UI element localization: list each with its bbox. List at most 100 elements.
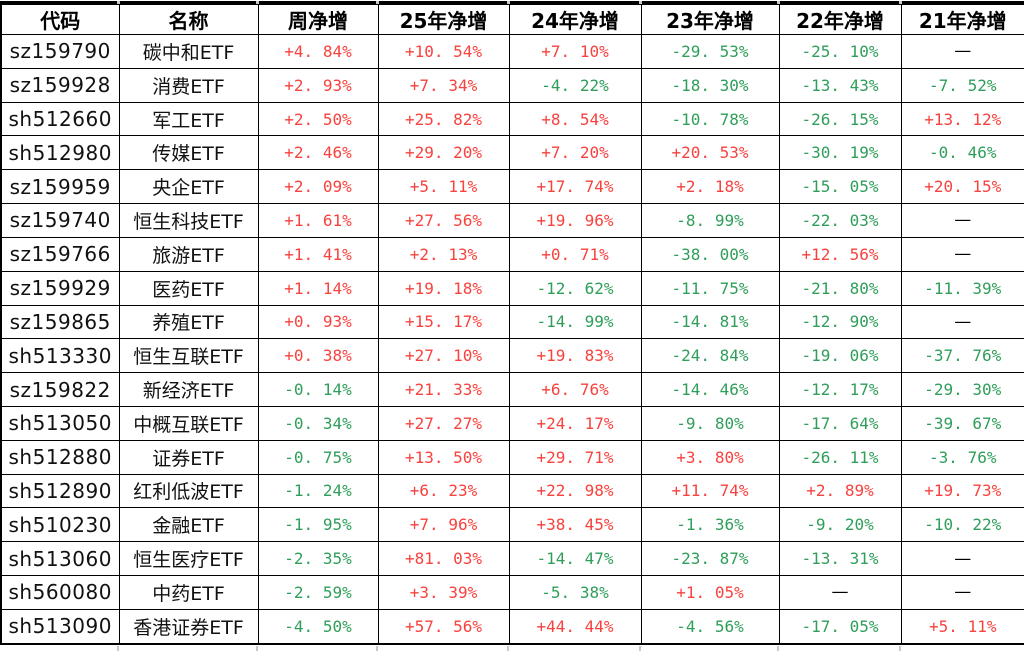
cell-value[interactable]: -13. 43% <box>778 67 902 103</box>
cell-value[interactable]: -2. 59% <box>257 575 379 610</box>
cell-value[interactable]: +10. 54% <box>377 34 510 69</box>
cell-value[interactable]: +1. 41% <box>257 236 379 272</box>
cell-name[interactable]: 证券ETF <box>118 439 259 475</box>
column-header-y23[interactable]: 23年净增 <box>640 4 780 35</box>
cell-value[interactable]: -10. 22% <box>900 507 1024 543</box>
cell-value[interactable]: +6. 23% <box>377 473 510 509</box>
cell-value[interactable]: +15. 17% <box>377 304 510 340</box>
cell-value[interactable]: +29. 71% <box>508 439 642 475</box>
cell-value[interactable]: -2. 35% <box>257 541 379 576</box>
cell-value[interactable]: +3. 80% <box>640 439 780 475</box>
cell-value[interactable]: +4. 84% <box>257 34 379 69</box>
column-header-week[interactable]: 周净增 <box>257 4 379 35</box>
cell-value[interactable]: +25. 82% <box>377 101 510 137</box>
cell-value[interactable]: +2. 93% <box>257 67 379 103</box>
cell-name[interactable]: 央企ETF <box>118 169 259 205</box>
cell-value[interactable]: -0. 14% <box>257 372 379 407</box>
cell-code[interactable]: sh512880 <box>0 439 120 475</box>
cell-value[interactable]: -25. 10% <box>778 34 902 69</box>
cell-value[interactable]: -8. 99% <box>640 203 780 238</box>
cell-value[interactable]: -17. 64% <box>778 405 902 441</box>
cell-name[interactable]: 旅游ETF <box>118 236 259 272</box>
cell-value[interactable]: -21. 80% <box>778 270 902 306</box>
cell-name[interactable]: 恒生科技ETF <box>118 203 259 238</box>
cell-code[interactable]: sh512980 <box>0 135 120 171</box>
cell-value[interactable]: -18. 30% <box>640 67 780 103</box>
cell-value[interactable]: +19. 83% <box>508 338 642 374</box>
cell-value[interactable]: — <box>900 236 1024 272</box>
cell-value[interactable]: — <box>900 304 1024 340</box>
cell-value[interactable]: -14. 47% <box>508 541 642 576</box>
cell-value[interactable]: -38. 00% <box>640 236 780 272</box>
cell-name[interactable]: 军工ETF <box>118 101 259 137</box>
cell-value[interactable]: +2. 18% <box>640 169 780 205</box>
cell-code[interactable]: sz159822 <box>0 372 120 407</box>
cell-value[interactable]: +17. 74% <box>508 169 642 205</box>
cell-value[interactable]: -39. 67% <box>900 405 1024 441</box>
cell-value[interactable]: -9. 20% <box>778 507 902 543</box>
cell-value[interactable]: +27. 56% <box>377 203 510 238</box>
cell-value[interactable]: +21. 33% <box>377 372 510 407</box>
cell-value[interactable]: -19. 06% <box>778 338 902 374</box>
cell-value[interactable]: +24. 17% <box>508 405 642 441</box>
cell-code[interactable]: sh513090 <box>0 608 120 645</box>
cell-value[interactable]: -29. 30% <box>900 372 1024 407</box>
cell-value[interactable]: -4. 50% <box>257 608 379 645</box>
cell-code[interactable]: sz159865 <box>0 304 120 340</box>
column-header-y21[interactable]: 21年净增 <box>900 4 1024 35</box>
cell-value[interactable]: +27. 27% <box>377 405 510 441</box>
cell-name[interactable]: 碳中和ETF <box>118 34 259 69</box>
cell-name[interactable]: 香港证券ETF <box>118 608 259 645</box>
cell-value[interactable]: -0. 75% <box>257 439 379 475</box>
column-header-y22[interactable]: 22年净增 <box>778 4 902 35</box>
cell-value[interactable]: -26. 11% <box>778 439 902 475</box>
cell-value[interactable]: +2. 13% <box>377 236 510 272</box>
cell-value[interactable]: -22. 03% <box>778 203 902 238</box>
cell-value[interactable]: +1. 05% <box>640 575 780 610</box>
cell-code[interactable]: sh513060 <box>0 541 120 576</box>
cell-value[interactable]: -24. 84% <box>640 338 780 374</box>
cell-value[interactable]: -5. 38% <box>508 575 642 610</box>
cell-value[interactable]: +20. 53% <box>640 135 780 171</box>
cell-name[interactable]: 恒生互联ETF <box>118 338 259 374</box>
cell-code[interactable]: sh512890 <box>0 473 120 509</box>
cell-value[interactable]: +1. 14% <box>257 270 379 306</box>
cell-value[interactable]: -29. 53% <box>640 34 780 69</box>
cell-value[interactable]: +7. 10% <box>508 34 642 69</box>
cell-value[interactable]: +19. 73% <box>900 473 1024 509</box>
cell-value[interactable]: +1. 61% <box>257 203 379 238</box>
cell-value[interactable]: -17. 05% <box>778 608 902 645</box>
cell-value[interactable]: -37. 76% <box>900 338 1024 374</box>
cell-value[interactable]: +12. 56% <box>778 236 902 272</box>
cell-code[interactable]: sh513330 <box>0 338 120 374</box>
cell-value[interactable]: +5. 11% <box>900 608 1024 645</box>
cell-value[interactable]: +7. 20% <box>508 135 642 171</box>
cell-code[interactable]: sz159790 <box>0 34 120 69</box>
cell-code[interactable]: sz159766 <box>0 236 120 272</box>
cell-value[interactable]: +11. 74% <box>640 473 780 509</box>
cell-value[interactable]: -14. 81% <box>640 304 780 340</box>
cell-name[interactable]: 医药ETF <box>118 270 259 306</box>
cell-value[interactable]: +0. 71% <box>508 236 642 272</box>
cell-name[interactable]: 中概互联ETF <box>118 405 259 441</box>
cell-code[interactable]: sz159740 <box>0 203 120 238</box>
cell-value[interactable]: -14. 99% <box>508 304 642 340</box>
cell-value[interactable]: +20. 15% <box>900 169 1024 205</box>
cell-value[interactable]: +38. 45% <box>508 507 642 543</box>
cell-value[interactable]: +0. 93% <box>257 304 379 340</box>
cell-value[interactable]: +57. 56% <box>377 608 510 645</box>
cell-value[interactable]: +13. 12% <box>900 101 1024 137</box>
cell-name[interactable]: 消费ETF <box>118 67 259 103</box>
column-header-name[interactable]: 名称 <box>118 4 259 35</box>
cell-value[interactable]: +19. 96% <box>508 203 642 238</box>
cell-name[interactable]: 金融ETF <box>118 507 259 543</box>
cell-value[interactable]: +13. 50% <box>377 439 510 475</box>
cell-name[interactable]: 养殖ETF <box>118 304 259 340</box>
cell-value[interactable]: -1. 95% <box>257 507 379 543</box>
cell-value[interactable]: +7. 34% <box>377 67 510 103</box>
cell-value[interactable]: +5. 11% <box>377 169 510 205</box>
cell-value[interactable]: +2. 46% <box>257 135 379 171</box>
cell-name[interactable]: 恒生医疗ETF <box>118 541 259 576</box>
cell-code[interactable]: sh510230 <box>0 507 120 543</box>
cell-value[interactable]: -1. 24% <box>257 473 379 509</box>
